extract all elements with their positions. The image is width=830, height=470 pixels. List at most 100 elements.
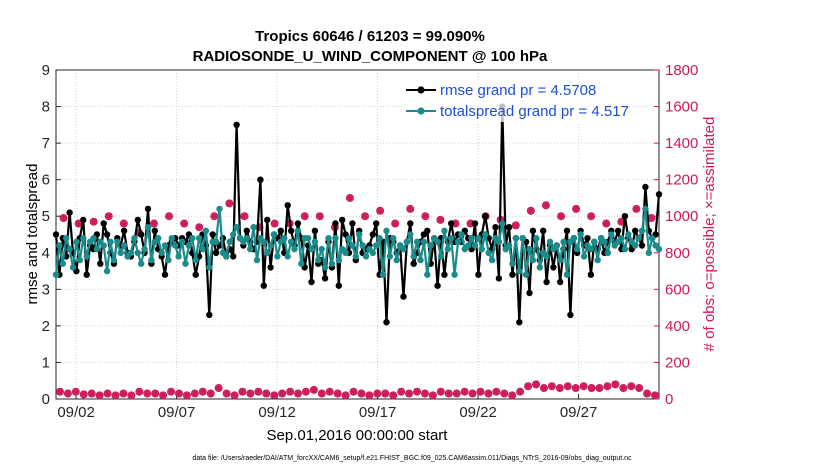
obs-marker-stroke — [316, 212, 324, 220]
totalspread-point — [189, 235, 196, 242]
obs-marker-stroke — [373, 390, 381, 397]
obs-marker-stroke — [532, 381, 540, 388]
obs-marker-stroke — [80, 391, 88, 398]
obs-assimilated-point — [647, 214, 656, 222]
obs-assimilated-point — [397, 388, 405, 396]
totalspread-point — [328, 260, 336, 267]
data-file-footer: data file: /Users/raeder/DAI/ATM_forcXX/… — [192, 455, 632, 462]
totalspread-point — [519, 235, 526, 242]
obs-marker-stroke — [429, 392, 437, 399]
rmse-point — [529, 227, 537, 234]
obs-assimilated-point — [165, 212, 173, 220]
obs-marker-stroke — [223, 390, 230, 397]
obs-marker-stroke — [165, 212, 173, 220]
rmse-point — [614, 227, 622, 234]
totalspread-point — [621, 245, 629, 253]
obs-assimilated-point — [286, 388, 294, 396]
obs-assimilated-point — [278, 389, 286, 398]
totalspread-point — [529, 256, 537, 264]
obs-assimilated-point — [135, 388, 143, 396]
totalspread-point — [281, 235, 288, 242]
totalspread-point — [161, 242, 169, 249]
obs-assimilated-point — [159, 391, 167, 399]
totalspread-point — [376, 235, 383, 242]
y-left-tick-label: 3 — [42, 281, 50, 298]
x-tick-label: 09/07 — [158, 404, 196, 421]
rmse-point — [448, 220, 455, 227]
totalspread-point — [359, 242, 366, 249]
rmse-point — [557, 278, 564, 286]
totalspread-point — [625, 231, 632, 238]
gridlines — [56, 70, 659, 399]
totalspread-point — [427, 242, 434, 249]
totalspread-point — [165, 256, 172, 264]
obs-assimilated-point — [572, 205, 580, 213]
totalspread-point — [499, 220, 506, 227]
totalspread-point — [127, 249, 135, 256]
obs-marker-stroke — [167, 388, 175, 396]
obs-assimilated-point — [632, 205, 640, 213]
obs-marker-stroke — [183, 392, 191, 399]
y-right-tick-label: 1200 — [665, 172, 698, 189]
rmse-point — [83, 271, 90, 278]
obs-marker-stroke — [445, 390, 453, 397]
rmse-point — [471, 220, 479, 227]
totalspread-point — [454, 238, 462, 245]
totalspread-point — [594, 256, 601, 264]
obs-assimilated-point — [651, 391, 659, 399]
obs-marker-stroke — [128, 392, 135, 399]
obs-assimilated-point — [346, 194, 354, 202]
obs-marker-stroke — [500, 390, 508, 397]
obs-assimilated-point — [334, 389, 342, 398]
obs-assimilated-point — [302, 388, 310, 396]
y-left-tick-label: 1 — [42, 354, 50, 371]
rmse-point — [543, 278, 550, 286]
obs-marker-stroke — [60, 214, 67, 222]
y-right-tick-label: 1000 — [665, 208, 698, 225]
totalspread-point — [158, 249, 165, 256]
obs-assimilated-point — [484, 389, 493, 398]
rmse-point — [383, 319, 390, 326]
rmse-point — [526, 289, 533, 297]
totalspread-point — [321, 264, 329, 271]
obs-assimilated-point — [542, 201, 550, 209]
obs-marker-stroke — [477, 388, 484, 396]
y-axis-left-label: rmse and totalspread — [24, 164, 41, 305]
totalspread-point — [400, 245, 407, 253]
legend: rmse grand pr = 4.5708 totalspread grand… — [404, 80, 629, 122]
obs-assimilated-point — [222, 389, 231, 398]
obs-marker-stroke — [633, 205, 640, 213]
totalspread-point — [345, 235, 353, 242]
totalspread-point — [120, 242, 128, 249]
obs-marker-stroke — [262, 390, 270, 397]
obs-assimilated-point — [270, 219, 279, 228]
totalspread-point — [420, 238, 428, 245]
obs-marker-stroke — [270, 392, 278, 399]
obs-assimilated-point — [373, 389, 381, 398]
obs-assimilated-point — [421, 212, 429, 220]
obs-assimilated-point — [508, 391, 516, 399]
totalspread-point — [172, 242, 179, 249]
plot-marks — [52, 103, 663, 400]
obs-assimilated-point — [365, 391, 374, 399]
rmse-point — [550, 264, 557, 271]
obs-marker-stroke — [207, 390, 215, 397]
rmse-point — [277, 227, 284, 234]
obs-assimilated-point — [619, 384, 627, 392]
totalspread-point — [522, 271, 530, 278]
rmse-point — [66, 209, 73, 216]
legend-rmse-marker — [417, 86, 425, 94]
obs-marker-stroke — [381, 390, 389, 397]
obs-marker-stroke — [527, 207, 535, 215]
totalspread-point — [226, 238, 233, 245]
obs-assimilated-point — [96, 391, 104, 399]
rmse-point — [434, 282, 441, 289]
obs-assimilated-point — [587, 384, 596, 392]
obs-assimilated-point — [103, 389, 112, 398]
obs-marker-stroke — [453, 390, 461, 397]
y-axis-right-label: # of obs: o=possible; ×=assimilated — [701, 117, 718, 352]
totalspread-point — [304, 235, 312, 242]
totalspread-point — [553, 242, 560, 249]
totalspread-point — [56, 242, 63, 249]
obs-marker-stroke — [421, 390, 429, 397]
